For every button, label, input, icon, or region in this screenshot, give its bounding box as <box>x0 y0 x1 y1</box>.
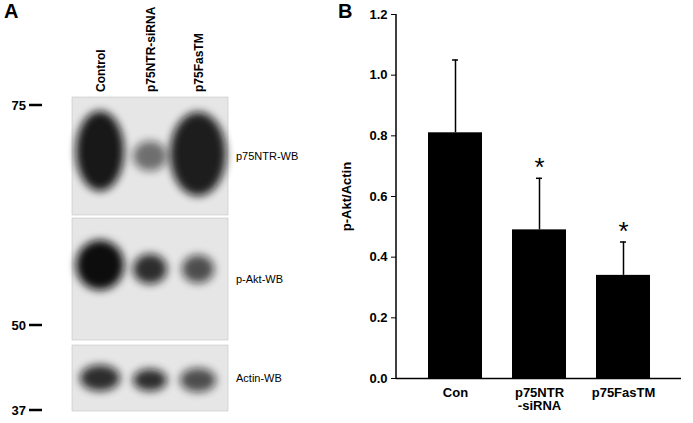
svg-text:Actin-WB: Actin-WB <box>236 372 282 384</box>
svg-text:*: * <box>534 152 544 182</box>
svg-text:0.8: 0.8 <box>369 128 387 143</box>
svg-text:0.0: 0.0 <box>369 371 387 386</box>
svg-text:Control: Control <box>94 49 108 92</box>
svg-text:75: 75 <box>12 98 26 113</box>
svg-text:1.0: 1.0 <box>369 67 387 82</box>
svg-text:p75NTR-WB: p75NTR-WB <box>236 150 298 162</box>
html-text:B: B <box>338 0 353 22</box>
svg-text:p-Akt/Actin: p-Akt/Actin <box>339 162 354 231</box>
svg-text:p75NTR-siRNA: p75NTR-siRNA <box>144 6 158 92</box>
svg-text:Con: Con <box>443 385 468 400</box>
svg-text:p75FasTM: p75FasTM <box>192 33 206 92</box>
svg-text:0.4: 0.4 <box>369 249 388 264</box>
svg-text:p75NTR-siRNA: p75NTR-siRNA <box>515 385 565 413</box>
svg-text:37: 37 <box>12 403 26 418</box>
svg-text:p75FasTM: p75FasTM <box>592 385 656 400</box>
svg-text:0.6: 0.6 <box>369 189 387 204</box>
svg-text:0.2: 0.2 <box>369 310 387 325</box>
svg-text:1.2: 1.2 <box>369 7 387 22</box>
svg-text:50: 50 <box>12 318 26 333</box>
svg-text:p-Akt-WB: p-Akt-WB <box>236 273 283 285</box>
svg-text:A: A <box>4 0 18 22</box>
svg-text:*: * <box>618 216 628 246</box>
